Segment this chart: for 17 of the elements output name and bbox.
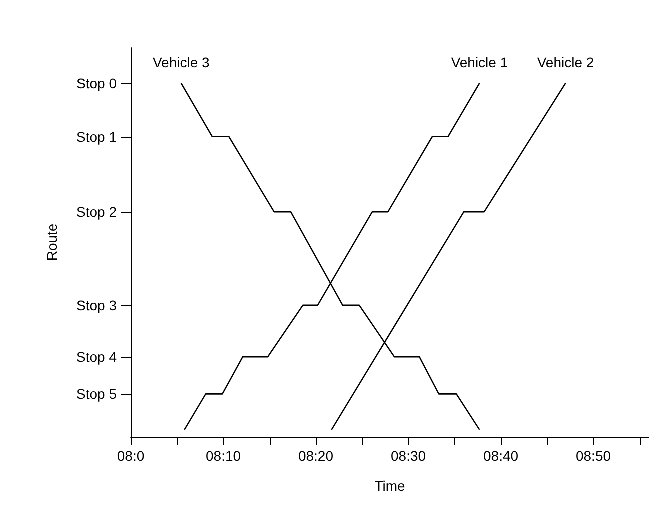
text: Stop 0	[76, 75, 118, 92]
x-tick-label: 08:40	[484, 448, 519, 464]
x-tick-label: 08:0	[117, 448, 145, 464]
x-tick-label: 08:20	[298, 448, 334, 464]
x-axis-title: Time	[374, 478, 406, 494]
text: Stop 4	[76, 349, 118, 366]
text: Stop 3	[76, 297, 118, 314]
series-label: Vehicle 1	[451, 54, 508, 70]
series-label: Vehicle 3	[152, 54, 210, 70]
text: Stop 5	[76, 386, 118, 402]
x-tick-label: 08:30	[390, 448, 426, 464]
series-label: Vehicle 2	[537, 54, 594, 70]
text: Stop 2	[76, 204, 118, 220]
y-axis-title: Route	[44, 224, 60, 262]
x-tick-label: 08:50	[576, 448, 612, 464]
x-tick-label: 08:10	[206, 448, 242, 464]
text: Stop 1	[76, 128, 118, 145]
